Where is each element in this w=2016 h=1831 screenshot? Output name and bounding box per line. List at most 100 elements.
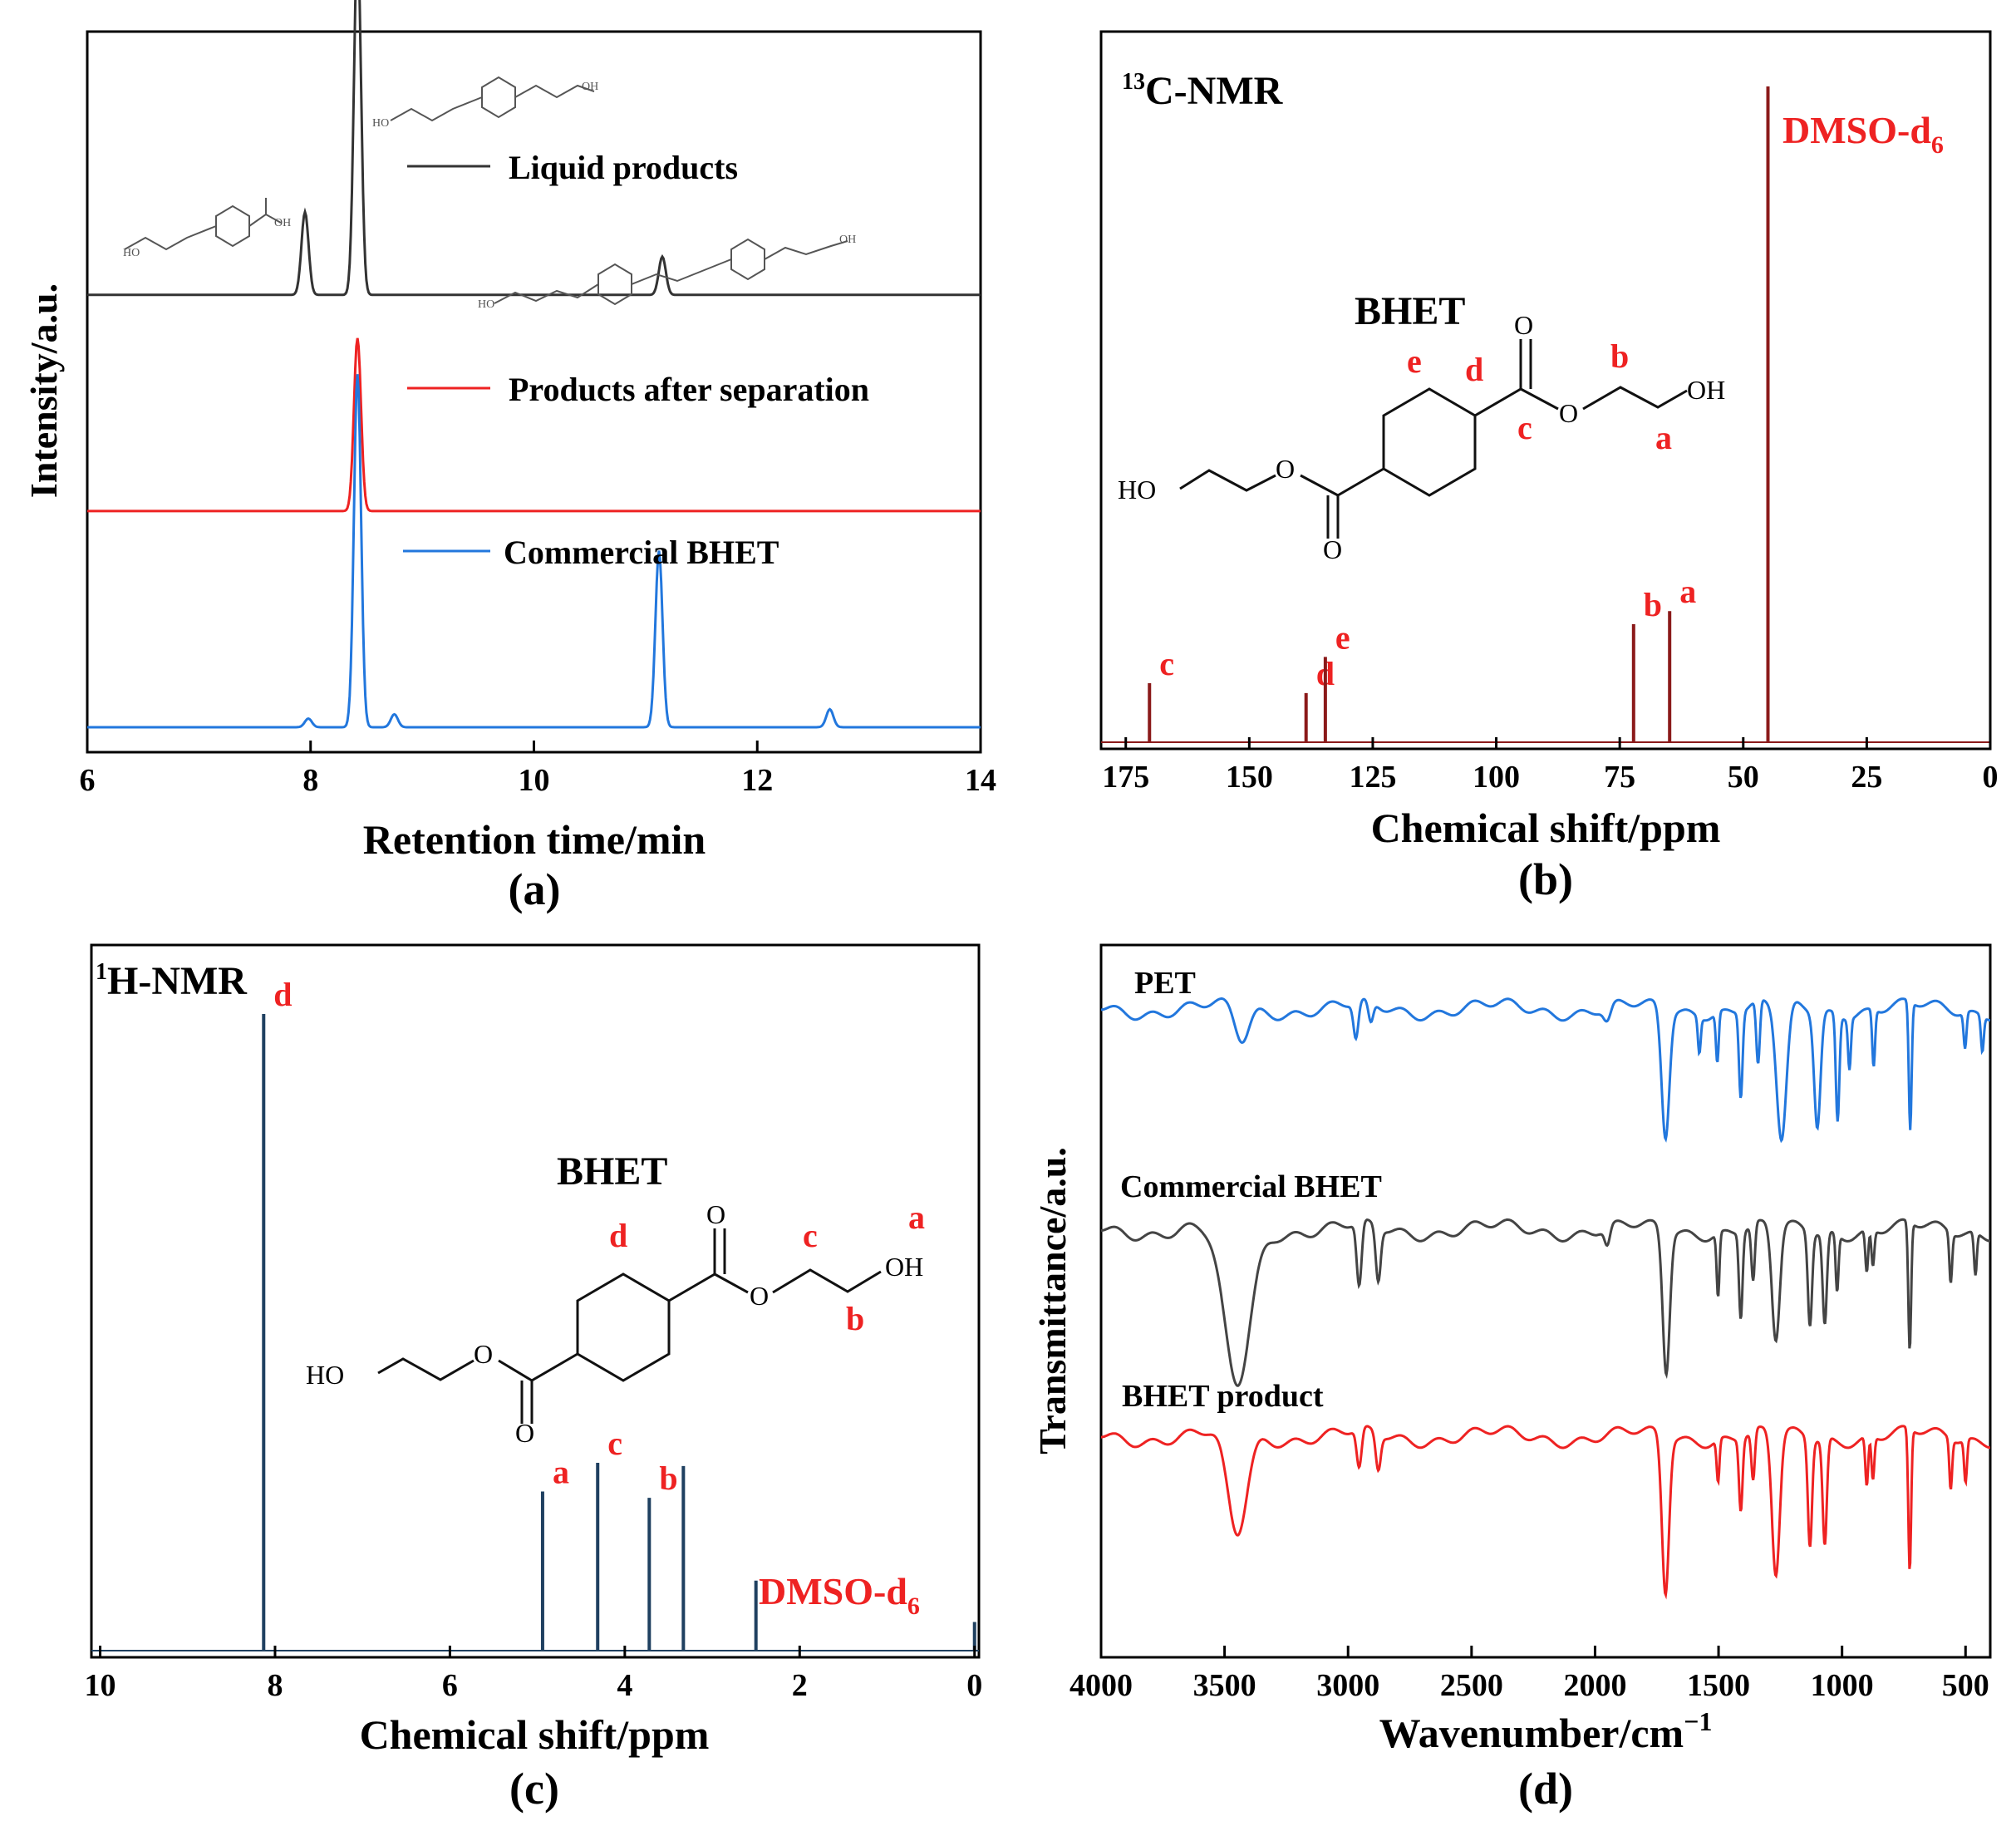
- structure-dimer-label-ho: HO: [478, 298, 494, 311]
- panel-d-xtick-label-500: 500: [1942, 1668, 1989, 1703]
- panel-b-xtick-label-75: 75: [1604, 760, 1635, 795]
- panel-d-xtick-label-3000: 3000: [1316, 1668, 1379, 1703]
- panel-b-xtick-label-175: 175: [1102, 760, 1149, 795]
- panel-a-ticks: 6 8 10 12 14: [80, 741, 996, 798]
- structure-bhet-label-ho: HO: [372, 117, 389, 130]
- legend-label-commercial-bhet: Commercial BHET: [504, 534, 779, 571]
- panel-c-label: (c): [509, 1764, 559, 1814]
- panel-c-title: 1H-NMR: [96, 959, 248, 1003]
- panel-b-struct-letter-d: d: [1465, 351, 1483, 388]
- panel-b-frame: [1099, 30, 1992, 751]
- panel-c-peaks: d a c b: [91, 976, 979, 1651]
- ftir-trace-pet: [1101, 997, 1990, 1144]
- panel-a-ylabel: Intensity/a.u.: [22, 283, 65, 498]
- panel-b-peak-label-e: e: [1335, 618, 1350, 656]
- panel-c-peak-label-d: d: [273, 976, 292, 1013]
- panel-c-solvent-main: DMSO-d: [759, 1570, 907, 1612]
- panel-c-title-main: H-NMR: [107, 959, 248, 1003]
- panel-c-xtick-label-6: 6: [442, 1668, 458, 1703]
- panel-b-title: 13C-NMR: [1122, 69, 1284, 113]
- structure-bhet-label-oh: OH: [582, 81, 598, 93]
- panel-d-xtick-label-3500: 3500: [1193, 1668, 1256, 1703]
- panel-c-solvent-label: DMSO-d6: [759, 1570, 920, 1620]
- panel-d-ylabel: Transmittance/a.u.: [1031, 1147, 1074, 1454]
- panel-c-xtick-label-0: 0: [966, 1668, 982, 1703]
- panel-c-xtick-label-10: 10: [85, 1668, 116, 1703]
- panel-d-traces: [1100, 997, 1991, 1600]
- panel-a-label: (a): [509, 864, 561, 914]
- panel-b-atom-oh: OH: [1687, 375, 1725, 405]
- panel-b-xtick-label-0: 0: [1983, 760, 1999, 795]
- panel-d: 4000 3500 3000 2500 2000 1500 1000 500 PET Comm…: [1031, 943, 1992, 1814]
- panel-c-structure: [377, 1228, 882, 1424]
- panel-c-atom-ho: HO: [306, 1360, 344, 1390]
- panel-a: 6 8 10 12 14 Liquid products Products after …: [22, 0, 996, 914]
- panel-d-xtick-label-1500: 1500: [1687, 1668, 1750, 1703]
- panel-b-xlabel: Chemical shift/ppm: [1371, 805, 1721, 851]
- panel-b-xtick-label-150: 150: [1226, 760, 1273, 795]
- panel-c-struct-letter-d: d: [609, 1217, 627, 1254]
- panel-d-xtick-label-2000: 2000: [1563, 1668, 1626, 1703]
- panel-b-structure: [1179, 339, 1688, 539]
- structure-bhet: [390, 76, 595, 122]
- panel-c-peak-label-a: a: [553, 1454, 569, 1491]
- panel-b-atom-o-bottom: O: [1323, 534, 1342, 564]
- trace-commercial-bhet: [87, 374, 981, 729]
- panel-a-xlabel: Retention time/min: [363, 816, 706, 863]
- panel-b-title-main: C-NMR: [1145, 69, 1284, 113]
- panel-c-title-sup: 1: [96, 959, 107, 985]
- panel-c-struct-letter-a: a: [908, 1199, 925, 1236]
- panel-c-structure-letters: d c a b: [609, 1199, 925, 1337]
- structure-dimer: [494, 238, 848, 306]
- panel-d-xtick-label-4000: 4000: [1069, 1668, 1133, 1703]
- panel-d-xlabel-sup: −1: [1684, 1706, 1712, 1736]
- panel-b-xtick-label-100: 100: [1473, 760, 1520, 795]
- panel-a-xtick-label-6: 6: [80, 763, 96, 798]
- panel-c-solvent-sub: 6: [907, 1592, 920, 1620]
- panel-a-traces: [87, 0, 981, 729]
- structure-mhet: [124, 198, 282, 251]
- trace-products-after-separation: [87, 337, 981, 513]
- trace-liquid-products: [87, 0, 981, 297]
- panel-c-xtick-label-2: 2: [792, 1668, 808, 1703]
- structure-mhet-label-ho: HO: [123, 247, 140, 259]
- panel-c-struct-letter-c: c: [803, 1217, 818, 1254]
- panel-c-compound: BHET: [557, 1149, 667, 1194]
- panel-b-atom-o-ester2: O: [1276, 454, 1295, 484]
- panel-b-atom-ho: HO: [1118, 475, 1156, 505]
- ftir-trace-bhet-product: [1101, 1425, 1990, 1600]
- panel-b-struct-letter-e: e: [1407, 342, 1422, 380]
- panel-d-ticks: 4000 3500 3000 2500 2000 1500 1000 500: [1069, 1646, 1989, 1703]
- panel-c-peak-label-c: c: [607, 1425, 622, 1462]
- panel-b-struct-letter-c: c: [1517, 409, 1532, 446]
- panel-d-label: (d): [1518, 1764, 1573, 1814]
- panel-c-xtick-label-8: 8: [267, 1668, 283, 1703]
- panel-b-solvent-label: DMSO-d6: [1782, 109, 1944, 159]
- panel-c-struct-letter-b: b: [846, 1300, 864, 1337]
- panel-c-atom-oh: OH: [885, 1252, 923, 1282]
- panel-a-xtick-label-14: 14: [965, 763, 996, 798]
- panel-c-atom-o-ester: O: [750, 1281, 769, 1311]
- panel-b-xtick-label-50: 50: [1728, 760, 1759, 795]
- panel-b-peak-label-c: c: [1159, 645, 1174, 682]
- panel-d-xlabel-main: Wavenumber/cm: [1379, 1710, 1684, 1756]
- panel-b-struct-letter-b: b: [1610, 337, 1629, 375]
- panel-a-xtick-label-12: 12: [741, 763, 773, 798]
- panel-c-frame: [90, 943, 981, 1659]
- structure-dimer-label-oh: OH: [839, 234, 856, 246]
- panel-c-xlabel: Chemical shift/ppm: [360, 1711, 710, 1758]
- panel-a-xtick-label-8: 8: [302, 763, 318, 798]
- legend-label-liquid-products: Liquid products: [509, 149, 738, 186]
- panel-c-atom-o-top: O: [706, 1199, 725, 1229]
- panel-b-peak-label-a: a: [1679, 573, 1696, 610]
- panel-d-series-label-pet: PET: [1134, 966, 1196, 1001]
- panel-b-solvent-main: DMSO-d: [1782, 109, 1931, 151]
- panel-d-series-label-commercial-bhet: Commercial BHET: [1120, 1169, 1382, 1204]
- panel-b-ticks: 175 150 125 100 75 50 25 0: [1102, 737, 1999, 795]
- panel-a-xtick-label-10: 10: [519, 763, 550, 798]
- panel-b-peaks: cdeba: [1101, 86, 1990, 743]
- panel-c-atom-o-bottom: O: [515, 1418, 534, 1448]
